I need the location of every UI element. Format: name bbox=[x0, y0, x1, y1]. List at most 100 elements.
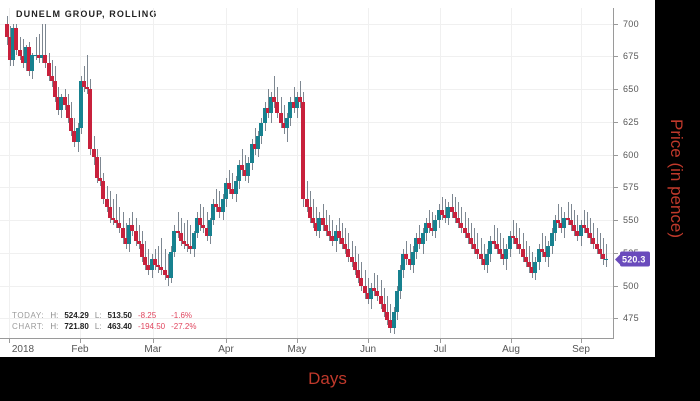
candle-body-down bbox=[456, 217, 460, 223]
candle-body-down bbox=[588, 233, 592, 239]
y-axis-tick bbox=[613, 89, 618, 91]
x-axis-tick bbox=[440, 338, 441, 343]
candle-wick bbox=[471, 222, 472, 249]
candle-body-down bbox=[130, 225, 134, 231]
x-axis-tick-label: Mar bbox=[144, 344, 162, 355]
candle-body-down bbox=[92, 149, 96, 158]
candle-body-down bbox=[450, 207, 454, 213]
candle-body-up bbox=[488, 241, 492, 255]
candle-body-down bbox=[8, 36, 12, 61]
candle-body-up bbox=[246, 162, 250, 176]
candle-wick bbox=[410, 243, 411, 270]
candle-body-down bbox=[50, 76, 54, 82]
gridline-vertical bbox=[297, 8, 298, 338]
current-price-marker: 520.3 bbox=[620, 251, 650, 267]
candle-body-down bbox=[601, 254, 605, 260]
candle-body-down bbox=[314, 222, 318, 231]
candle-wick bbox=[168, 254, 169, 286]
candle-body-down bbox=[301, 102, 305, 200]
x-axis-tick bbox=[153, 338, 154, 343]
y-axis-tick bbox=[613, 121, 618, 123]
candle-body-down bbox=[56, 97, 60, 111]
candle-body-down bbox=[159, 267, 163, 270]
candle-body-up bbox=[208, 220, 212, 236]
candle-body-down bbox=[108, 207, 112, 218]
candle-body-down bbox=[385, 311, 389, 320]
candle-body-up bbox=[234, 180, 238, 194]
x-axis-tick bbox=[368, 338, 369, 343]
candle-body-up bbox=[30, 55, 34, 71]
candle-wick bbox=[452, 193, 453, 218]
candle-body-down bbox=[379, 296, 383, 304]
gridline-horizontal bbox=[0, 23, 613, 25]
x-axis-tick bbox=[581, 338, 582, 343]
candle-body-down bbox=[27, 47, 31, 71]
candle-wick bbox=[432, 212, 433, 236]
x-axis-tick-label: Aug bbox=[502, 344, 520, 355]
candle-wick bbox=[568, 201, 569, 226]
candle-body-down bbox=[43, 55, 47, 63]
candle-body-up bbox=[446, 207, 450, 218]
candle-wick bbox=[348, 233, 349, 263]
candle-body-down bbox=[350, 256, 354, 263]
gridline-horizontal bbox=[0, 220, 613, 222]
candle-body-down bbox=[282, 123, 286, 129]
candle-wick bbox=[593, 222, 594, 249]
candle-body-down bbox=[472, 243, 476, 249]
candle-body-up bbox=[221, 199, 225, 213]
candle-body-down bbox=[521, 248, 525, 257]
x-axis-tick-label: 2018 bbox=[11, 344, 35, 355]
candle-wick bbox=[126, 222, 127, 249]
candle-wick bbox=[326, 209, 327, 236]
candle-body-down bbox=[143, 256, 147, 265]
candle-wick bbox=[513, 220, 514, 244]
candle-body-down bbox=[382, 303, 386, 312]
candle-body-down bbox=[498, 248, 502, 255]
candle-body-down bbox=[166, 275, 170, 278]
candle-wick bbox=[503, 238, 504, 265]
candle-body-down bbox=[388, 319, 392, 328]
x-axis-tick-label: May bbox=[287, 344, 307, 355]
candlestick-plot[interactable] bbox=[0, 8, 613, 338]
candle-body-up bbox=[288, 102, 292, 118]
gridline-horizontal bbox=[0, 121, 613, 123]
gridline-horizontal bbox=[0, 154, 613, 156]
change-percent: -1.6% bbox=[171, 311, 193, 320]
y-axis-tick bbox=[613, 154, 618, 156]
x-axis-tick-label: Sep bbox=[572, 344, 590, 355]
candle-body-up bbox=[79, 81, 83, 129]
candle-body-up bbox=[317, 217, 321, 231]
candle-wick bbox=[294, 86, 295, 113]
candle-body-down bbox=[469, 238, 473, 244]
candle-wick bbox=[113, 199, 114, 226]
candle-body-down bbox=[479, 254, 483, 260]
candle-body-down bbox=[53, 81, 57, 98]
candle-body-down bbox=[140, 243, 144, 257]
candle-body-down bbox=[279, 112, 283, 124]
candle-wick bbox=[110, 191, 111, 223]
candle-body-down bbox=[188, 246, 192, 249]
candle-wick bbox=[232, 173, 233, 200]
candle-wick bbox=[365, 269, 366, 299]
candle-body-down bbox=[556, 220, 560, 223]
candle-body-up bbox=[34, 55, 38, 57]
candle-body-down bbox=[205, 228, 209, 236]
candle-body-down bbox=[69, 118, 73, 132]
candle-body-down bbox=[111, 217, 115, 221]
candle-body-up bbox=[269, 97, 273, 113]
candle-body-down bbox=[591, 238, 595, 244]
candle-wick bbox=[100, 157, 101, 187]
candle-body-down bbox=[324, 225, 328, 231]
candle-body-down bbox=[292, 102, 296, 108]
candle-body-up bbox=[414, 238, 418, 252]
candle-body-down bbox=[582, 225, 586, 228]
candle-wick bbox=[584, 209, 585, 234]
y-axis-tick bbox=[613, 23, 618, 25]
candle-wick bbox=[345, 228, 346, 255]
candle-body-down bbox=[105, 199, 109, 208]
candle-body-up bbox=[398, 269, 402, 291]
candle-body-up bbox=[334, 230, 338, 242]
gridline-vertical bbox=[511, 8, 512, 338]
candle-body-up bbox=[421, 233, 425, 244]
